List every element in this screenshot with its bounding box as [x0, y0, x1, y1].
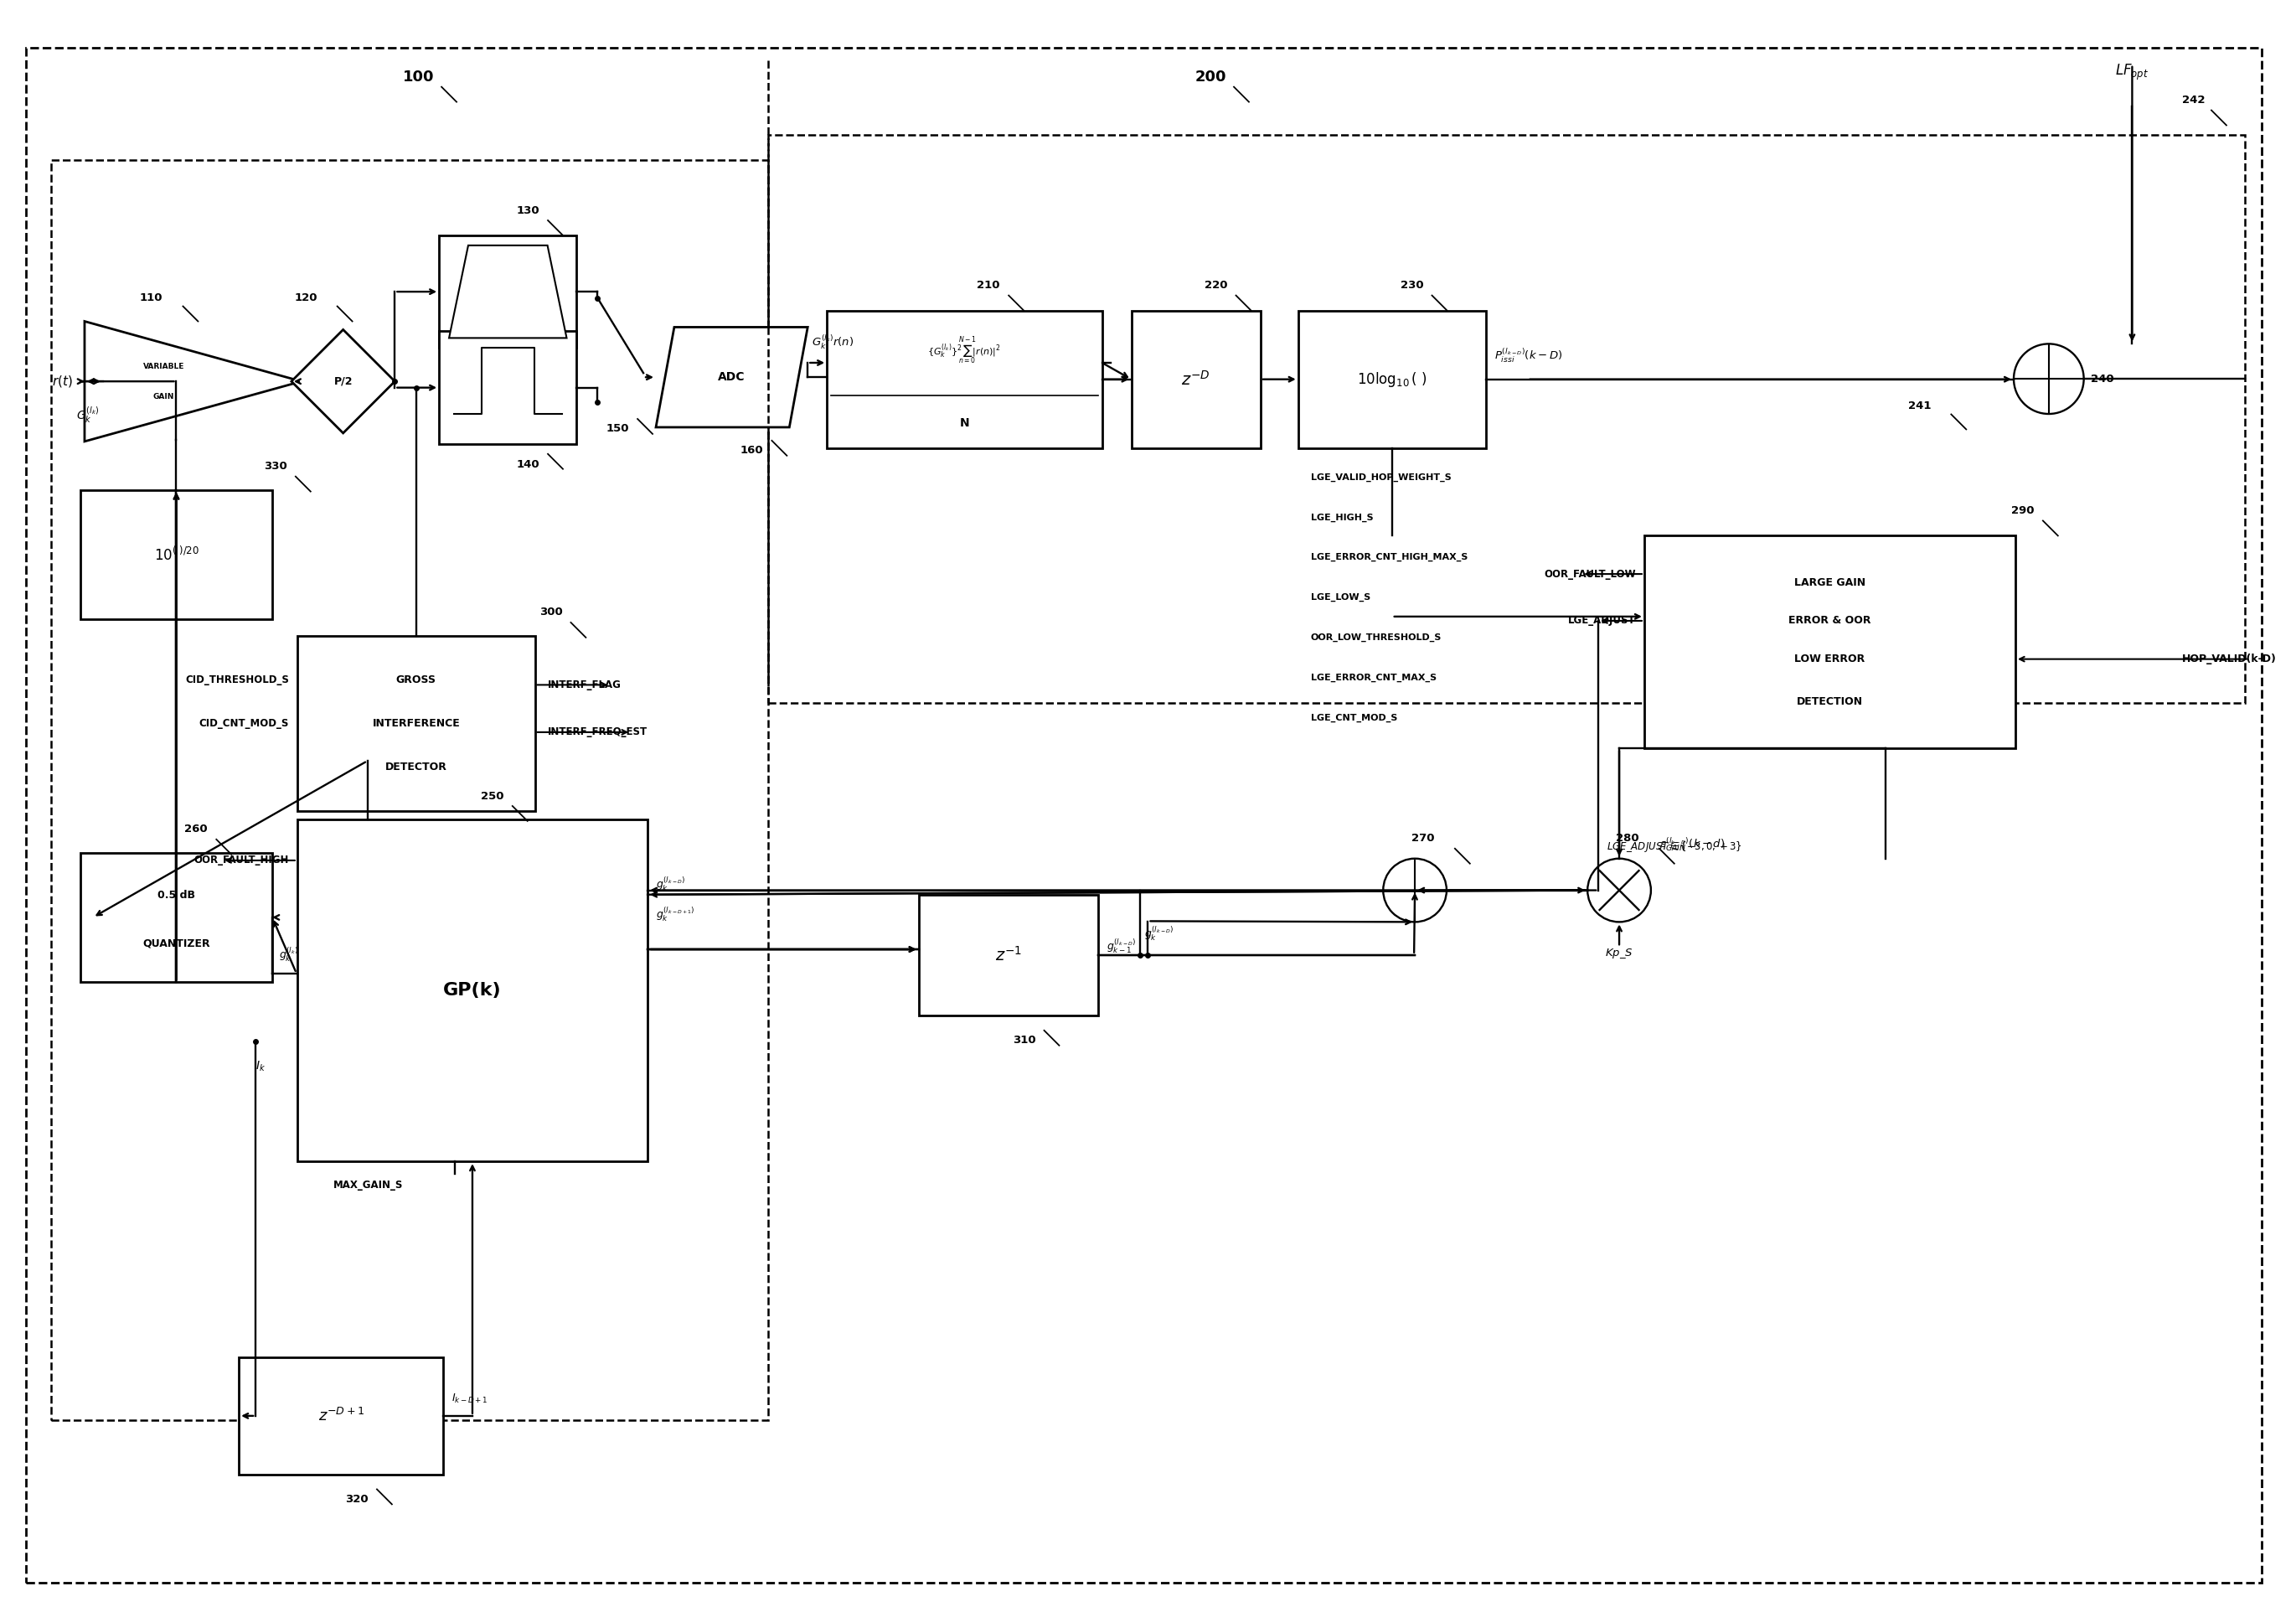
Text: $z^{-1}$: $z^{-1}$	[994, 947, 1022, 964]
Bar	[296, 820, 647, 1162]
Text: INTERF_FLAG: INTERF_FLAG	[546, 680, 622, 691]
Bar	[80, 853, 273, 982]
Text: 290: 290	[2011, 505, 2034, 516]
Text: $z^{-D+1}$: $z^{-D+1}$	[319, 1408, 365, 1424]
Text: LARGE GAIN: LARGE GAIN	[1793, 577, 1864, 588]
Text: GROSS: GROSS	[395, 675, 436, 685]
Text: 160: 160	[739, 445, 762, 456]
Text: INTERFERENCE: INTERFERENCE	[372, 718, 459, 730]
Text: $LF_{opt}$: $LF_{opt}$	[2115, 63, 2149, 82]
Text: QUANTIZER: QUANTIZER	[142, 938, 209, 948]
Polygon shape	[85, 321, 301, 442]
Text: LOW ERROR: LOW ERROR	[1795, 654, 1864, 665]
Bar	[1297, 310, 1486, 448]
Text: 270: 270	[1412, 832, 1435, 844]
Bar	[51, 161, 769, 1421]
Text: 250: 250	[480, 791, 503, 802]
Text: $\varepsilon_{GAIN}^{(l_{k-D})}(k-d)$: $\varepsilon_{GAIN}^{(l_{k-D})}(k-d)$	[1660, 836, 1724, 853]
Bar	[1132, 310, 1261, 448]
Text: GP(k): GP(k)	[443, 982, 501, 1000]
Text: 310: 310	[1013, 1035, 1035, 1046]
Text: 200: 200	[1194, 69, 1226, 85]
Text: DETECTOR: DETECTOR	[386, 762, 448, 773]
Text: MAX_GAIN_S: MAX_GAIN_S	[333, 1180, 404, 1191]
Text: 241: 241	[1908, 400, 1931, 411]
Text: $P_{issi}^{(l_{k-D})}(k-D)$: $P_{issi}^{(l_{k-D})}(k-D)$	[1495, 347, 1561, 365]
Text: 130: 130	[517, 206, 540, 215]
Text: $\{G_k^{(l_k)}\}^2\!\!\sum_{n=0}^{N-1}\!\!|r(n)|^2$: $\{G_k^{(l_k)}\}^2\!\!\sum_{n=0}^{N-1}\!…	[928, 336, 1001, 368]
Text: N: N	[960, 418, 969, 429]
Text: $g_k^{(l_k)}$: $g_k^{(l_k)}$	[278, 947, 298, 964]
Text: 0.5 dB: 0.5 dB	[158, 890, 195, 902]
Bar	[239, 1358, 443, 1474]
Bar	[918, 895, 1097, 1016]
Text: 220: 220	[1205, 280, 1228, 291]
Text: LGE_LOW_S: LGE_LOW_S	[1311, 593, 1371, 601]
Text: $I_k$: $I_k$	[255, 1061, 266, 1073]
Text: 320: 320	[344, 1495, 367, 1504]
Bar	[80, 490, 273, 619]
Text: CID_CNT_MOD_S: CID_CNT_MOD_S	[200, 718, 289, 730]
Text: $10^{(\ )/20}$: $10^{(\ )/20}$	[154, 546, 200, 564]
Text: $z^{-D}$: $z^{-D}$	[1182, 370, 1210, 389]
Text: 300: 300	[540, 607, 563, 619]
Text: P/2: P/2	[333, 376, 354, 387]
Text: 230: 230	[1401, 280, 1424, 291]
Text: LGE_ERROR_CNT_MAX_S: LGE_ERROR_CNT_MAX_S	[1311, 673, 1437, 681]
Text: 150: 150	[606, 424, 629, 434]
Text: DETECTION: DETECTION	[1798, 696, 1862, 707]
Text: $g_k^{(l_{k-D})}$: $g_k^{(l_{k-D})}$	[1143, 926, 1173, 943]
Text: ADC: ADC	[719, 371, 746, 382]
Text: 280: 280	[1616, 832, 1639, 844]
Text: $G_k^{(l_k)}$: $G_k^{(l_k)}$	[76, 405, 99, 424]
Bar	[296, 636, 535, 812]
Text: $I_{k-D+1}$: $I_{k-D+1}$	[452, 1393, 489, 1406]
Text: OOR_FAULT_HIGH: OOR_FAULT_HIGH	[193, 855, 289, 866]
Text: ERROR & OOR: ERROR & OOR	[1789, 615, 1871, 627]
Text: LGE_ERROR_CNT_HIGH_MAX_S: LGE_ERROR_CNT_HIGH_MAX_S	[1311, 553, 1467, 562]
Bar	[769, 135, 2245, 702]
Text: 260: 260	[184, 824, 209, 834]
Bar	[1644, 535, 2016, 749]
Polygon shape	[292, 329, 395, 434]
Text: $r(t)$: $r(t)$	[53, 374, 73, 389]
Text: $LGE\_ADJUST \in \{-3,0,+3\}$: $LGE\_ADJUST \in \{-3,0,+3\}$	[1607, 840, 1743, 853]
Polygon shape	[450, 246, 567, 337]
Text: 330: 330	[264, 461, 287, 472]
Text: HOP_VALID(k-D): HOP_VALID(k-D)	[2181, 654, 2278, 665]
Text: 110: 110	[140, 292, 163, 304]
Text: LGE_CNT_MOD_S: LGE_CNT_MOD_S	[1311, 714, 1398, 722]
Text: $g_k^{(l_{k-D})}$: $g_k^{(l_{k-D})}$	[657, 876, 684, 893]
Text: 140: 140	[517, 460, 540, 471]
Text: GAIN: GAIN	[154, 392, 174, 400]
Text: 210: 210	[978, 280, 1001, 291]
Bar	[439, 331, 576, 444]
Text: 100: 100	[402, 69, 434, 85]
Text: $Kp\_S$: $Kp\_S$	[1605, 947, 1632, 961]
Text: OOR_LOW_THRESHOLD_S: OOR_LOW_THRESHOLD_S	[1311, 633, 1442, 641]
Bar	[439, 235, 576, 349]
Text: $g_k^{(l_{k-D+1})}$: $g_k^{(l_{k-D+1})}$	[657, 906, 696, 924]
Text: $g_{k-1}^{(l_{k-D})}$: $g_{k-1}^{(l_{k-D})}$	[1107, 938, 1137, 956]
Text: VARIABLE: VARIABLE	[142, 363, 184, 370]
Bar	[827, 310, 1102, 448]
Text: OOR_FAULT_LOW: OOR_FAULT_LOW	[1545, 569, 1637, 580]
Text: LGE_VALID_HOP_WEIGHT_S: LGE_VALID_HOP_WEIGHT_S	[1311, 472, 1451, 482]
Text: LGE_ADJUST: LGE_ADJUST	[1568, 615, 1637, 627]
Polygon shape	[657, 328, 808, 427]
Text: 240: 240	[2089, 373, 2115, 384]
Text: LGE_HIGH_S: LGE_HIGH_S	[1311, 513, 1373, 522]
Text: INTERF_FREQ_EST: INTERF_FREQ_EST	[546, 726, 647, 738]
Text: 120: 120	[294, 292, 317, 304]
Text: CID_THRESHOLD_S: CID_THRESHOLD_S	[186, 675, 289, 685]
Text: $G_k^{(l_k)}r(n)$: $G_k^{(l_k)}r(n)$	[813, 333, 854, 350]
Text: $10\log_{10}(\ )$: $10\log_{10}(\ )$	[1357, 370, 1428, 389]
Text: 242: 242	[2181, 95, 2204, 106]
